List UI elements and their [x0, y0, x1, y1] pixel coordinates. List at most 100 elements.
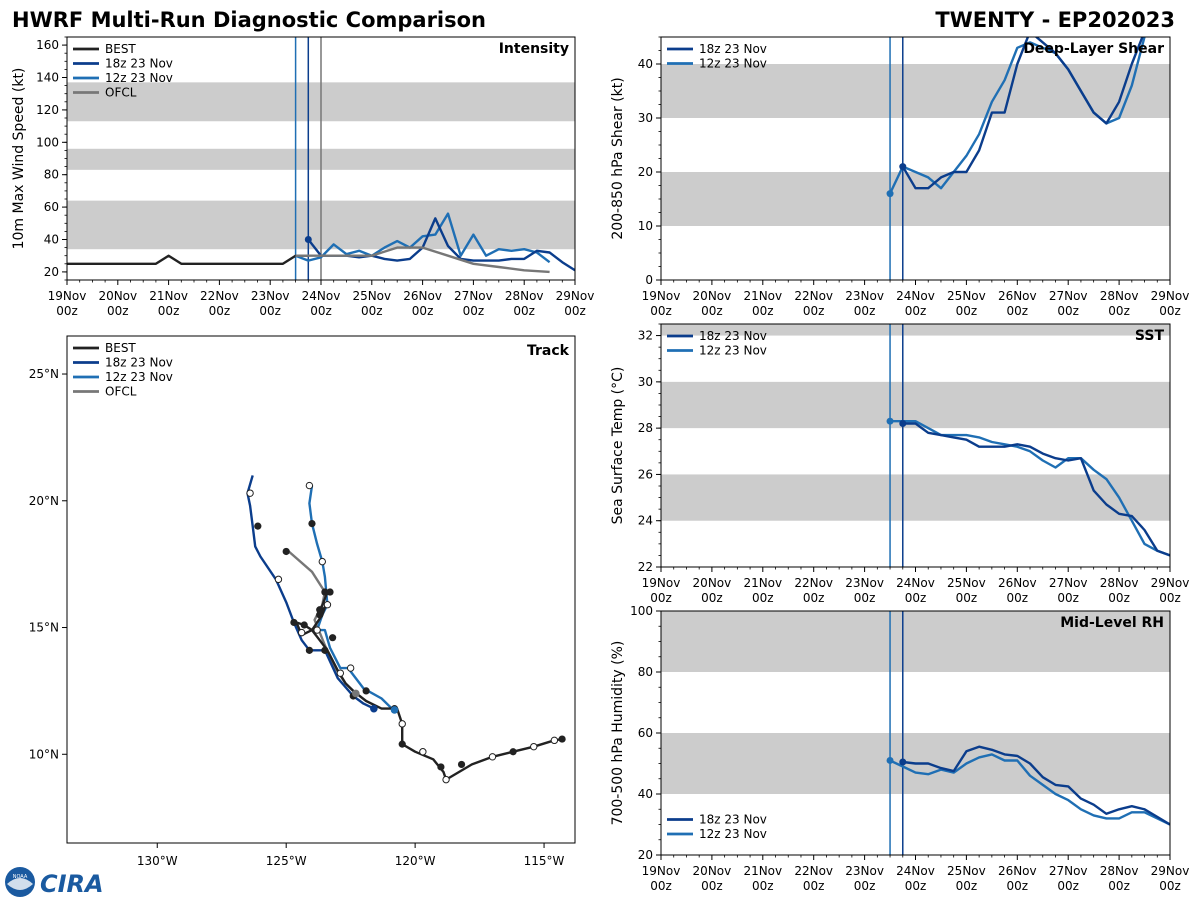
- track-xtick-label: 125°W: [266, 854, 307, 868]
- intensity-xtick-hour: 00z: [107, 304, 129, 318]
- intensity-ytick-label: 160: [36, 38, 59, 52]
- track-open-marker: [318, 557, 326, 566]
- intensity-xtick-hour: 00z: [564, 304, 586, 318]
- intensity-xtick-date: 23Nov: [251, 289, 290, 303]
- track-filled-marker: [305, 646, 313, 654]
- rh-xtick-date: 25Nov: [947, 864, 986, 878]
- shear-xtick-date: 28Nov: [1100, 289, 1139, 303]
- track-open-marker: [346, 664, 355, 672]
- track-filled-marker: [300, 621, 308, 629]
- shear-xtick-date: 21Nov: [743, 289, 782, 303]
- intensity-xtick-hour: 00z: [259, 304, 281, 318]
- rh-ytick-label: 80: [638, 665, 653, 679]
- track-frame: [66, 335, 576, 844]
- sst-xtick-date: 22Nov: [794, 576, 833, 590]
- intensity-xtick-date: 26Nov: [403, 289, 442, 303]
- intensity-ytick-label: 40: [44, 233, 59, 247]
- sst-ylabel: Sea Surface Temp (°C): [610, 367, 626, 525]
- rh-plot-area: [661, 611, 1170, 855]
- sst-xtick-date: 20Nov: [693, 576, 732, 590]
- rh-xtick-hour: 00z: [1108, 879, 1130, 893]
- track-series-best: [295, 590, 563, 781]
- shear-ytick-label: 10: [638, 219, 653, 233]
- legend-label-12z-23-nov: 12z 23 Nov: [699, 344, 767, 358]
- rh-xtick-date: 24Nov: [896, 864, 935, 878]
- shear-xtick-hour: 00z: [1108, 304, 1130, 318]
- rh-ylabel: 700-500 hPa Humidity (%): [610, 641, 626, 826]
- legend-label-12z-23-nov: 12z 23 Nov: [699, 827, 767, 841]
- intensity-xtick-date: 25Nov: [352, 289, 391, 303]
- sst-xtick-date: 19Nov: [642, 576, 681, 590]
- shear-xtick-hour: 00z: [1007, 304, 1029, 318]
- track-filled-marker: [509, 748, 517, 756]
- shear-xtick-date: 19Nov: [642, 289, 681, 303]
- storm-label: TWENTY - EP202023: [935, 8, 1175, 32]
- sst-xtick-hour: 00z: [1108, 591, 1130, 605]
- rh-marker-0: [886, 756, 894, 764]
- legend-label-18z-23-nov: 18z 23 Nov: [699, 813, 767, 827]
- track-filled-marker: [437, 763, 445, 771]
- rh-xtick-date: 28Nov: [1100, 864, 1139, 878]
- legend-label-ofcl: OFCL: [105, 86, 137, 100]
- sst-xtick-date: 26Nov: [998, 576, 1037, 590]
- shear-band-0: [661, 172, 1170, 226]
- shear-xtick-date: 22Nov: [794, 289, 833, 303]
- rh-xtick-hour: 00z: [752, 879, 774, 893]
- shear-ytick-label: 20: [638, 165, 653, 179]
- shear-marker-0: [886, 190, 894, 198]
- intensity-xtick-hour: 00z: [209, 304, 231, 318]
- sst-marker-0: [886, 417, 894, 425]
- intensity-xtick-hour: 00z: [361, 304, 383, 318]
- rh-xtick-hour: 00z: [1159, 879, 1181, 893]
- intensity-xtick-hour: 00z: [158, 304, 180, 318]
- rh-xtick-hour: 00z: [701, 879, 723, 893]
- sst-band-2: [661, 324, 1170, 336]
- intensity-xtick-hour: 00z: [463, 304, 485, 318]
- legend-label-best: BEST: [105, 341, 136, 355]
- rh-xtick-date: 29Nov: [1151, 864, 1190, 878]
- intensity-title: Intensity: [499, 41, 569, 57]
- intensity-panel: 2040608010012014016019Nov00z20Nov00z21No…: [11, 36, 595, 318]
- track-xtick-label: 115°W: [524, 854, 565, 868]
- rh-xtick-hour: 00z: [956, 879, 978, 893]
- track-title: Track: [527, 343, 570, 359]
- sst-xtick-hour: 00z: [1159, 591, 1181, 605]
- shear-xtick-hour: 00z: [650, 304, 672, 318]
- intensity-xtick-date: 20Nov: [98, 289, 137, 303]
- intensity-xtick-date: 29Nov: [556, 289, 595, 303]
- track-filled-marker: [308, 519, 316, 528]
- sst-panel: 22242628303219Nov00z20Nov00z21Nov00z22No…: [610, 323, 1189, 605]
- sst-xtick-date: 28Nov: [1100, 576, 1139, 590]
- track-open-marker: [398, 720, 406, 728]
- sst-series-12z-23-nov: [890, 420, 1170, 557]
- track-open-marker: [419, 748, 427, 756]
- shear-xtick-date: 24Nov: [896, 289, 935, 303]
- sst-series-18z-23-nov: [902, 422, 1170, 557]
- sst-frame: [660, 323, 1171, 568]
- sst-band-0: [661, 474, 1170, 521]
- shear-ylabel: 200-850 hPa Shear (kt): [610, 77, 626, 239]
- intensity-ytick-label: 100: [36, 135, 59, 149]
- shear-xtick-hour: 00z: [1057, 304, 1079, 318]
- legend-label-18z-23-nov: 18z 23 Nov: [105, 356, 173, 370]
- sst-marker-1: [899, 420, 907, 428]
- track-colored-marker: [390, 706, 399, 714]
- legend-label-18z-23-nov: 18z 23 Nov: [699, 329, 767, 343]
- shear-ytick-label: 40: [638, 57, 653, 71]
- track-colored-marker: [370, 704, 378, 713]
- cira-logo: NOAA CIRA: [5, 867, 104, 898]
- rh-title: Mid-Level RH: [1060, 615, 1164, 631]
- track-open-marker: [530, 742, 538, 751]
- sst-xtick-hour: 00z: [650, 591, 672, 605]
- intensity-ytick-label: 20: [44, 265, 59, 279]
- shear-series-18z-23-nov: [901, 37, 1144, 190]
- shear-xtick-date: 29Nov: [1151, 289, 1190, 303]
- rh-band-1: [661, 611, 1170, 672]
- track-filled-marker: [329, 634, 337, 642]
- intensity-ytick-label: 120: [36, 103, 59, 117]
- track-filled-marker: [558, 735, 566, 743]
- shear-plot-area: [661, 37, 1170, 280]
- track-xtick-label: 130°W: [137, 854, 178, 868]
- rh-xtick-hour: 00z: [1007, 879, 1029, 893]
- rh-series-18z-23-nov: [902, 745, 1170, 826]
